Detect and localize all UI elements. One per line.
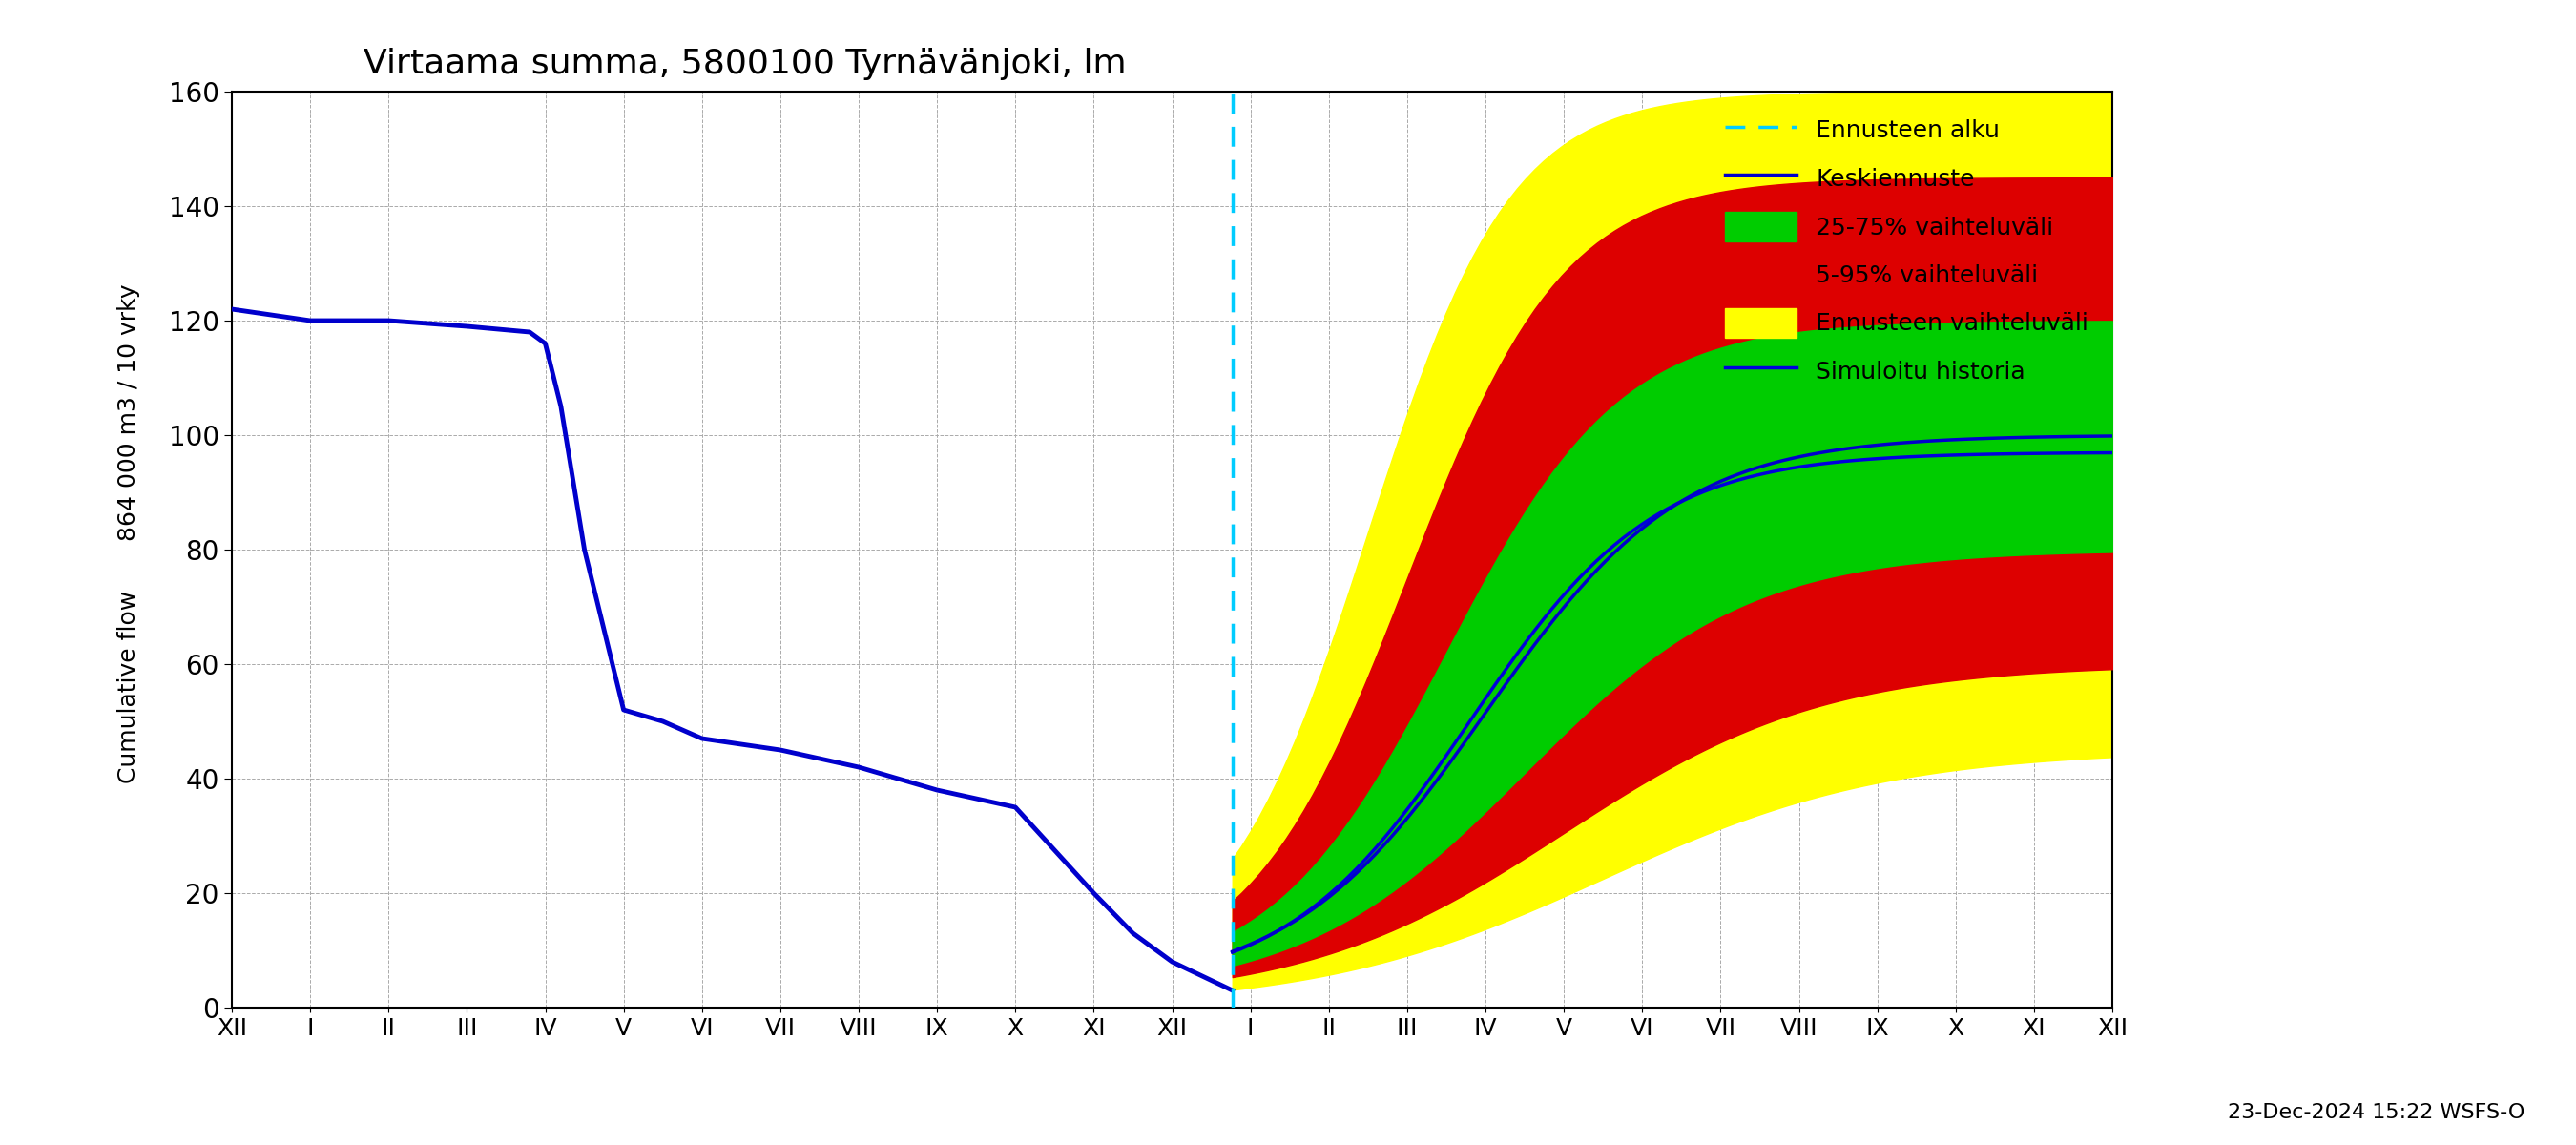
Legend: Ennusteen alku, Keskiennuste, 25-75% vaihteluväli, 5-95% vaihteluväli, Ennusteen: Ennusteen alku, Keskiennuste, 25-75% vai…	[1713, 103, 2099, 397]
Text: Virtaama summa, 5800100 Tyrnävänjoki, lm: Virtaama summa, 5800100 Tyrnävänjoki, lm	[363, 47, 1126, 80]
Text: 864 000 m3 / 10 vrky: 864 000 m3 / 10 vrky	[116, 284, 139, 540]
Text: 23-Dec-2024 15:22 WSFS-O: 23-Dec-2024 15:22 WSFS-O	[2228, 1103, 2524, 1122]
Text: Cumulative flow: Cumulative flow	[116, 591, 139, 783]
